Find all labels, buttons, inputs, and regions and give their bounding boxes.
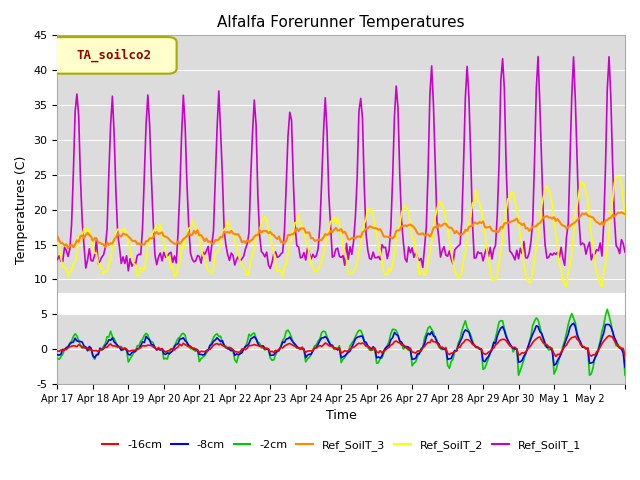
Title: Alfalfa Forerunner Temperatures: Alfalfa Forerunner Temperatures: [218, 15, 465, 30]
Bar: [58, 36, 625, 293]
Legend: -16cm, -8cm, -2cm, Ref_SoilT_3, Ref_SoilT_2, Ref_SoilT_1: -16cm, -8cm, -2cm, Ref_SoilT_3, Ref_Soil…: [97, 435, 585, 455]
Bar: [58, 314, 625, 384]
Y-axis label: Temperatures (C): Temperatures (C): [15, 156, 28, 264]
X-axis label: Time: Time: [326, 409, 356, 422]
Text: TA_soilco2: TA_soilco2: [77, 48, 152, 62]
FancyBboxPatch shape: [52, 37, 177, 74]
Bar: [58, 293, 625, 314]
